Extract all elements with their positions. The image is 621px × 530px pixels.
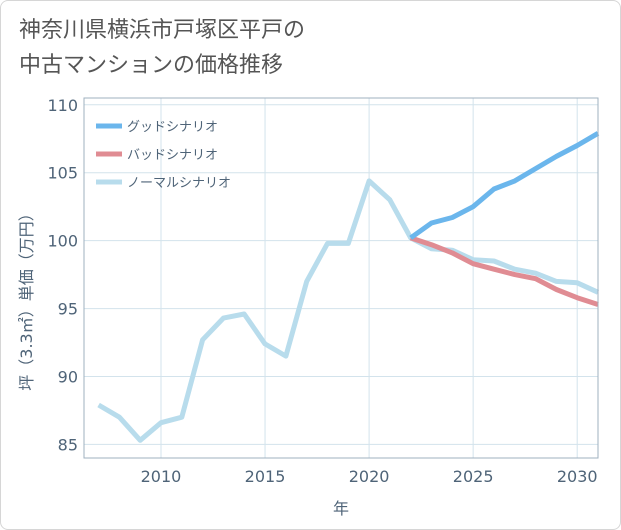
series-lines [97, 131, 600, 443]
x-tick-label: 2025 [453, 467, 494, 486]
y-axis-label: 坪（3.3㎡）単価（万円） [17, 205, 36, 390]
series-line-0 [409, 131, 600, 240]
chart-title-line-2: 中古マンションの価格推移 [19, 53, 284, 78]
y-tick-label: 100 [47, 232, 78, 251]
legend-label: グッドシナリオ [127, 120, 218, 135]
y-tick-label: 85 [58, 435, 78, 454]
legend-label: バッドシナリオ [127, 148, 218, 163]
y-tick-label: 110 [47, 96, 78, 115]
y-tick-label: 90 [58, 367, 78, 386]
plot-frame [83, 97, 599, 459]
series-line-2 [97, 178, 600, 443]
x-tick-label: 2030 [557, 467, 598, 486]
chart-title-line-1: 神奈川県横浜市戸塚区平戸の [19, 18, 306, 43]
series-line-1 [409, 235, 599, 307]
y-tick-label: 105 [47, 164, 78, 183]
x-axis-label: 年 [333, 499, 349, 518]
x-tick-label: 2015 [245, 467, 286, 486]
y-tick-label: 95 [58, 300, 78, 319]
x-tick-label: 2020 [349, 467, 390, 486]
axis-ticks: 2010 2015 2020 2025 2030 85 90 95 100 105 110 [47, 96, 597, 486]
x-tick-label: 2010 [141, 467, 182, 486]
chart-title: 神奈川県横浜市戸塚区平戸の 中古マンションの価格推移 [19, 13, 305, 83]
grid-lines [84, 98, 598, 458]
legend-label: ノーマルシナリオ [127, 176, 231, 191]
